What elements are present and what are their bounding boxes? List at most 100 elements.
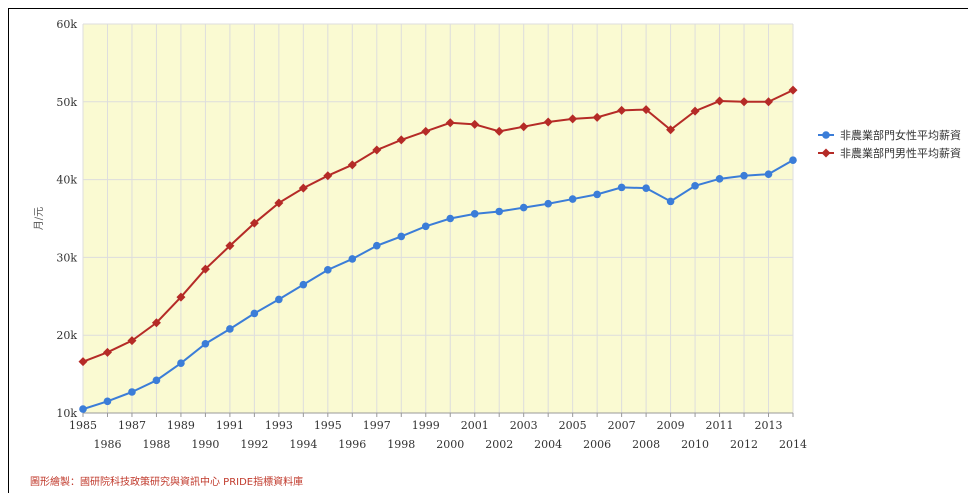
data-point (666, 125, 676, 135)
x-tick-label: 1990 (191, 438, 219, 451)
data-point (299, 280, 308, 289)
data-point (495, 207, 504, 216)
data-point (324, 266, 332, 274)
x-tick-label: 1991 (216, 419, 244, 432)
data-point (690, 106, 700, 116)
y-tick-label: 30k (56, 251, 77, 264)
data-point (103, 397, 112, 406)
data-point (764, 97, 774, 107)
legend-marker (821, 148, 831, 158)
data-point (715, 96, 725, 106)
x-tick-label: 2008 (632, 438, 660, 451)
data-point (593, 190, 601, 199)
data-point (470, 119, 480, 129)
x-tick-label: 2001 (461, 419, 489, 432)
x-tick-label: 1996 (338, 438, 366, 451)
legend-label: 非農業部門男性平均薪資 (840, 146, 961, 160)
plot-area (83, 24, 793, 413)
series-line-0 (82, 159, 794, 411)
data-point (275, 295, 283, 304)
x-tick-label: 1989 (167, 419, 195, 432)
data-point (544, 199, 552, 208)
data-point (543, 117, 553, 127)
x-tick-label: 1987 (118, 419, 146, 432)
data-point (642, 184, 650, 192)
x-tick-label: 1997 (363, 419, 391, 432)
chart-credit: 圖形繪製：國研院科技政策研究與資訊中心 PRIDE指標資料庫 (30, 477, 304, 488)
x-tick-label: 2007 (608, 419, 636, 432)
data-point (274, 198, 284, 208)
x-tick-label: 1993 (265, 419, 293, 432)
data-point (372, 241, 381, 250)
data-point (201, 339, 210, 348)
data-point (396, 135, 406, 145)
data-point (641, 105, 651, 115)
data-point (445, 118, 455, 128)
data-point (764, 170, 773, 178)
x-tick-label: 2011 (706, 419, 734, 432)
y-tick-label: 20k (56, 329, 77, 342)
data-point (78, 357, 88, 367)
data-point (250, 309, 259, 318)
data-point (127, 336, 137, 346)
data-point (152, 376, 161, 385)
data-point (739, 97, 749, 107)
data-point (617, 183, 626, 192)
data-point (470, 210, 479, 218)
y-tick-label: 40k (56, 174, 77, 187)
y-tick-label: 60k (56, 18, 77, 31)
data-point (568, 195, 577, 203)
x-tick-label: 2002 (485, 438, 513, 451)
data-point (79, 405, 87, 413)
y-tick-label: 10k (56, 407, 77, 420)
data-point (666, 197, 675, 206)
data-point (298, 183, 308, 193)
x-tick-label: 2009 (657, 419, 685, 432)
data-point (494, 126, 504, 136)
x-tick-label: 2010 (681, 438, 709, 451)
x-tick-label: 2012 (730, 438, 758, 451)
data-point (592, 112, 602, 122)
x-tick-label: 2014 (779, 438, 807, 451)
data-point (176, 292, 186, 302)
x-tick-label: 1999 (412, 419, 440, 432)
data-point (446, 214, 455, 223)
data-point (789, 156, 797, 164)
x-tick-label: 1994 (289, 438, 317, 451)
legend-marker (822, 131, 830, 139)
y-tick-label: 50k (56, 96, 77, 109)
data-point (323, 171, 333, 181)
legend-label: 非農業部門女性平均薪資 (840, 128, 961, 142)
x-tick-label: 1985 (69, 419, 97, 432)
data-point (226, 325, 234, 333)
data-point (788, 85, 798, 95)
data-point (348, 255, 357, 263)
data-point (249, 218, 259, 228)
x-tick-label: 2004 (534, 438, 562, 451)
x-tick-label: 2000 (436, 438, 464, 451)
data-point (568, 114, 578, 124)
data-point (225, 241, 235, 251)
data-point (519, 122, 529, 132)
data-point (347, 160, 357, 170)
x-tick-label: 1998 (387, 438, 415, 451)
y-axis-label: 月/元 (33, 207, 45, 230)
x-tick-label: 2006 (583, 438, 611, 451)
data-point (519, 203, 528, 212)
data-point (372, 145, 382, 155)
data-point (177, 359, 185, 368)
data-point (617, 105, 627, 115)
series-line-1 (82, 89, 794, 363)
data-point (421, 222, 430, 231)
data-point (151, 318, 161, 328)
chart-frame (8, 8, 968, 493)
x-tick-label: 1995 (314, 419, 342, 432)
x-tick-label: 1992 (240, 438, 268, 451)
x-tick-label: 1986 (93, 438, 121, 451)
data-point (102, 347, 112, 357)
data-point (397, 232, 406, 241)
x-tick-label: 2005 (559, 419, 587, 432)
data-point (128, 388, 136, 396)
x-tick-label: 2013 (755, 419, 783, 432)
